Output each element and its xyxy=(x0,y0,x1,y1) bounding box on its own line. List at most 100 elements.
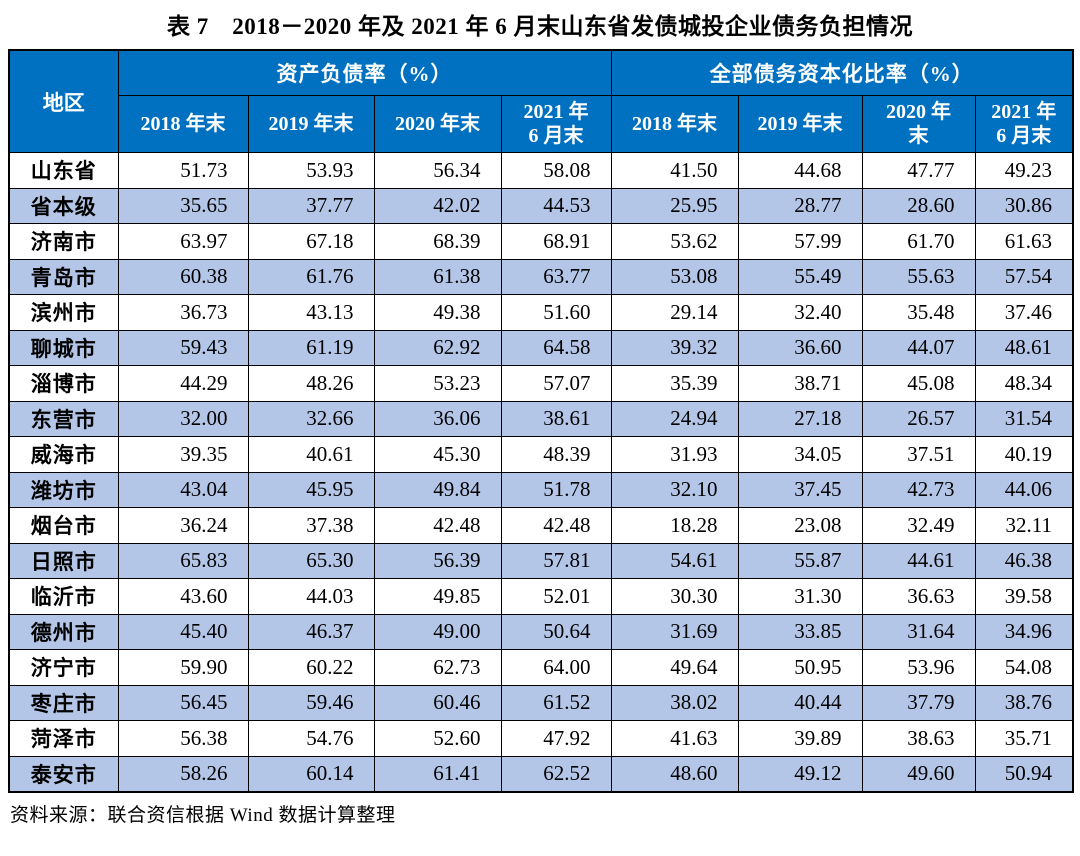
column-header-region: 地区 xyxy=(8,49,119,153)
value-cell: 49.00 xyxy=(373,613,502,650)
value-cell: 31.93 xyxy=(610,436,739,473)
value-cell: 56.34 xyxy=(373,152,502,189)
value-cell: 51.73 xyxy=(117,152,249,189)
value-cell: 49.60 xyxy=(861,755,976,793)
value-cell: 38.71 xyxy=(737,365,863,402)
region-cell: 枣庄市 xyxy=(8,684,119,721)
table-row: 济南市 63.97 67.18 68.39 68.91 53.62 57.99 61.70 61… xyxy=(8,223,1074,260)
column-header-dcr-2018: 2018 年末 xyxy=(610,95,739,153)
value-cell: 34.96 xyxy=(974,613,1074,650)
table-row: 威海市 39.35 40.61 45.30 48.39 31.93 34.05 37.51 40… xyxy=(8,436,1074,473)
value-cell: 46.37 xyxy=(247,613,375,650)
value-cell: 39.32 xyxy=(610,329,739,366)
value-cell: 50.94 xyxy=(974,755,1074,793)
value-cell: 37.77 xyxy=(247,187,375,224)
value-cell: 51.60 xyxy=(500,294,612,331)
group-header-asset-liability-ratio: 资产负债率（%） xyxy=(117,49,612,96)
value-cell: 44.53 xyxy=(500,187,612,224)
table-row: 临沂市 43.60 44.03 49.85 52.01 30.30 31.30 36.63 39… xyxy=(8,578,1074,615)
value-cell: 31.64 xyxy=(861,613,976,650)
region-cell: 济南市 xyxy=(8,223,119,260)
value-cell: 35.39 xyxy=(610,365,739,402)
value-cell: 59.46 xyxy=(247,684,375,721)
value-cell: 39.35 xyxy=(117,436,249,473)
value-cell: 49.85 xyxy=(373,578,502,615)
value-cell: 58.26 xyxy=(117,755,249,793)
value-cell: 36.24 xyxy=(117,507,249,544)
value-cell: 47.92 xyxy=(500,720,612,757)
source-note: 资料来源：联合资信根据 Wind 数据计算整理 xyxy=(10,805,396,826)
value-cell: 44.06 xyxy=(974,471,1074,508)
value-cell: 53.62 xyxy=(610,223,739,260)
value-cell: 23.08 xyxy=(737,507,863,544)
value-cell: 45.30 xyxy=(373,436,502,473)
table-body: 山东省 51.73 53.93 56.34 58.08 41.50 44.68 47.77 49… xyxy=(8,152,1074,793)
value-cell: 54.61 xyxy=(610,542,739,579)
value-cell: 67.18 xyxy=(247,223,375,260)
value-cell: 53.93 xyxy=(247,152,375,189)
value-cell: 68.39 xyxy=(373,223,502,260)
group-header-row: 地区 资产负债率（%） 全部债务资本化比率（%） xyxy=(8,49,1074,153)
value-cell: 48.39 xyxy=(500,436,612,473)
region-cell: 东营市 xyxy=(8,400,119,437)
value-cell: 59.43 xyxy=(117,329,249,366)
value-cell: 54.08 xyxy=(974,649,1074,686)
value-cell: 39.58 xyxy=(974,578,1074,615)
region-cell: 日照市 xyxy=(8,542,119,579)
value-cell: 37.46 xyxy=(974,294,1074,331)
value-cell: 57.07 xyxy=(500,365,612,402)
value-cell: 42.48 xyxy=(500,507,612,544)
table-row: 滨州市 36.73 43.13 49.38 51.60 29.14 32.40 35.48 37… xyxy=(8,294,1074,331)
value-cell: 26.57 xyxy=(861,400,976,437)
value-cell: 33.85 xyxy=(737,613,863,650)
value-cell: 38.76 xyxy=(974,684,1074,721)
value-cell: 46.38 xyxy=(974,542,1074,579)
table-row: 山东省 51.73 53.93 56.34 58.08 41.50 44.68 47.77 49… xyxy=(8,152,1074,189)
value-cell: 32.00 xyxy=(117,400,249,437)
value-cell: 53.08 xyxy=(610,258,739,295)
value-cell: 31.54 xyxy=(974,400,1074,437)
value-cell: 45.08 xyxy=(861,365,976,402)
value-cell: 36.63 xyxy=(861,578,976,615)
value-cell: 65.30 xyxy=(247,542,375,579)
table-row: 烟台市 36.24 37.38 42.48 42.48 18.28 23.08 32.49 32… xyxy=(8,507,1074,544)
value-cell: 44.68 xyxy=(737,152,863,189)
column-header-alr-2021h1: 2021 年 6 月末 xyxy=(500,95,612,153)
value-cell: 38.63 xyxy=(861,720,976,757)
value-cell: 36.73 xyxy=(117,294,249,331)
value-cell: 61.19 xyxy=(247,329,375,366)
value-cell: 62.73 xyxy=(373,649,502,686)
value-cell: 61.70 xyxy=(861,223,976,260)
value-cell: 60.22 xyxy=(247,649,375,686)
value-cell: 43.60 xyxy=(117,578,249,615)
value-cell: 49.12 xyxy=(737,755,863,793)
value-cell: 50.64 xyxy=(500,613,612,650)
table-header: 地区 资产负债率（%） 全部债务资本化比率（%） 2018 年末 2019 年末… xyxy=(8,49,1074,153)
value-cell: 56.38 xyxy=(117,720,249,757)
value-cell: 38.02 xyxy=(610,684,739,721)
region-cell: 山东省 xyxy=(8,152,119,189)
region-cell: 德州市 xyxy=(8,613,119,650)
region-cell: 滨州市 xyxy=(8,294,119,331)
value-cell: 49.64 xyxy=(610,649,739,686)
value-cell: 57.81 xyxy=(500,542,612,579)
value-cell: 36.06 xyxy=(373,400,502,437)
value-cell: 42.48 xyxy=(373,507,502,544)
region-cell: 聊城市 xyxy=(8,329,119,366)
value-cell: 32.10 xyxy=(610,471,739,508)
value-cell: 53.23 xyxy=(373,365,502,402)
column-header-alr-2020: 2020 年末 xyxy=(373,95,502,153)
value-cell: 32.11 xyxy=(974,507,1074,544)
value-cell: 37.79 xyxy=(861,684,976,721)
value-cell: 61.38 xyxy=(373,258,502,295)
value-cell: 49.38 xyxy=(373,294,502,331)
value-cell: 60.14 xyxy=(247,755,375,793)
value-cell: 55.87 xyxy=(737,542,863,579)
value-cell: 56.39 xyxy=(373,542,502,579)
value-cell: 52.60 xyxy=(373,720,502,757)
debt-table: 地区 资产负债率（%） 全部债务资本化比率（%） 2018 年末 2019 年末… xyxy=(8,49,1074,793)
column-header-alr-2019: 2019 年末 xyxy=(247,95,375,153)
value-cell: 58.08 xyxy=(500,152,612,189)
value-cell: 48.34 xyxy=(974,365,1074,402)
